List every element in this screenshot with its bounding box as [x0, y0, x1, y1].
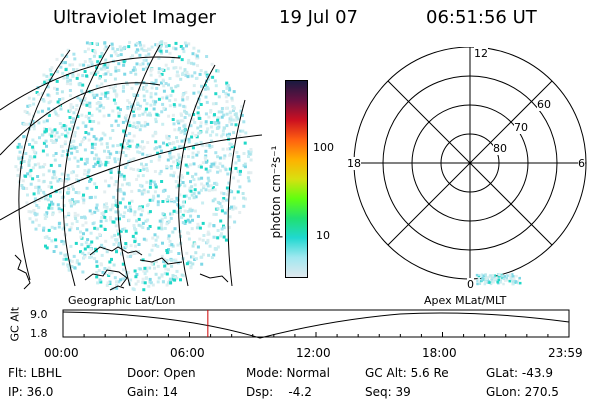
timeline-right-label: Apex MLat/MLT [424, 294, 507, 307]
lat-label-60: 60 [537, 98, 551, 111]
coastline [14, 246, 229, 291]
timeline-xtick-2: 12:00 [296, 346, 331, 360]
info-gain: Gain: 14 [127, 385, 178, 399]
instrument-title: Ultraviolet Imager [53, 7, 216, 28]
colorbar-tick-100: 100 [313, 141, 334, 154]
timeline-ytick-high: 9.0 [30, 308, 48, 321]
timeline-xtick-1: 06:00 [170, 346, 205, 360]
info-dsp: Dsp: -4.2 [246, 385, 312, 399]
info-gc-alt: GC Alt: 5.6 Re [365, 366, 449, 380]
info-glat: GLat: -43.9 [486, 366, 553, 380]
header-time: 06:51:56 UT [426, 7, 537, 28]
colorbar [285, 80, 308, 278]
timeline-left-label: Geographic Lat/Lon [68, 294, 176, 307]
header-date: 19 Jul 07 [279, 7, 358, 28]
timeline-axis-label: GC Alt [8, 306, 22, 342]
altitude-timeline [62, 309, 570, 339]
info-glon: GLon: 270.5 [486, 385, 559, 399]
mlt-label-6: 6 [578, 157, 585, 170]
timeline-xtick-4: 23:59 [548, 346, 583, 360]
aurora-image [14, 40, 253, 292]
lat-label-70: 70 [514, 121, 528, 134]
colorbar-tick-10: 10 [316, 229, 330, 242]
info-ip: IP: 36.0 [8, 385, 54, 399]
latlon-grid [0, 44, 262, 287]
timeline-xtick-3: 18:00 [422, 346, 457, 360]
info-flt: Flt: LBHL [8, 366, 62, 380]
lat-label-80: 80 [493, 142, 507, 155]
mlt-label-18: 18 [347, 157, 361, 170]
timeline-ytick-low: 1.8 [30, 327, 48, 340]
info-seq: Seq: 39 [365, 385, 411, 399]
info-mode: Mode: Normal [246, 366, 330, 380]
geographic-image-panel [0, 40, 262, 292]
polar-aurora-patch [475, 273, 522, 286]
altitude-curve [62, 311, 570, 339]
info-door: Door: Open [127, 366, 196, 380]
mlt-label-0: 0 [467, 278, 474, 291]
colorbar-unit-label: photon cm⁻²s⁻¹ [269, 145, 283, 239]
mlt-label-12: 12 [474, 47, 488, 60]
timeline-xtick-0: 00:00 [44, 346, 79, 360]
polar-mlt-plot [353, 47, 587, 286]
